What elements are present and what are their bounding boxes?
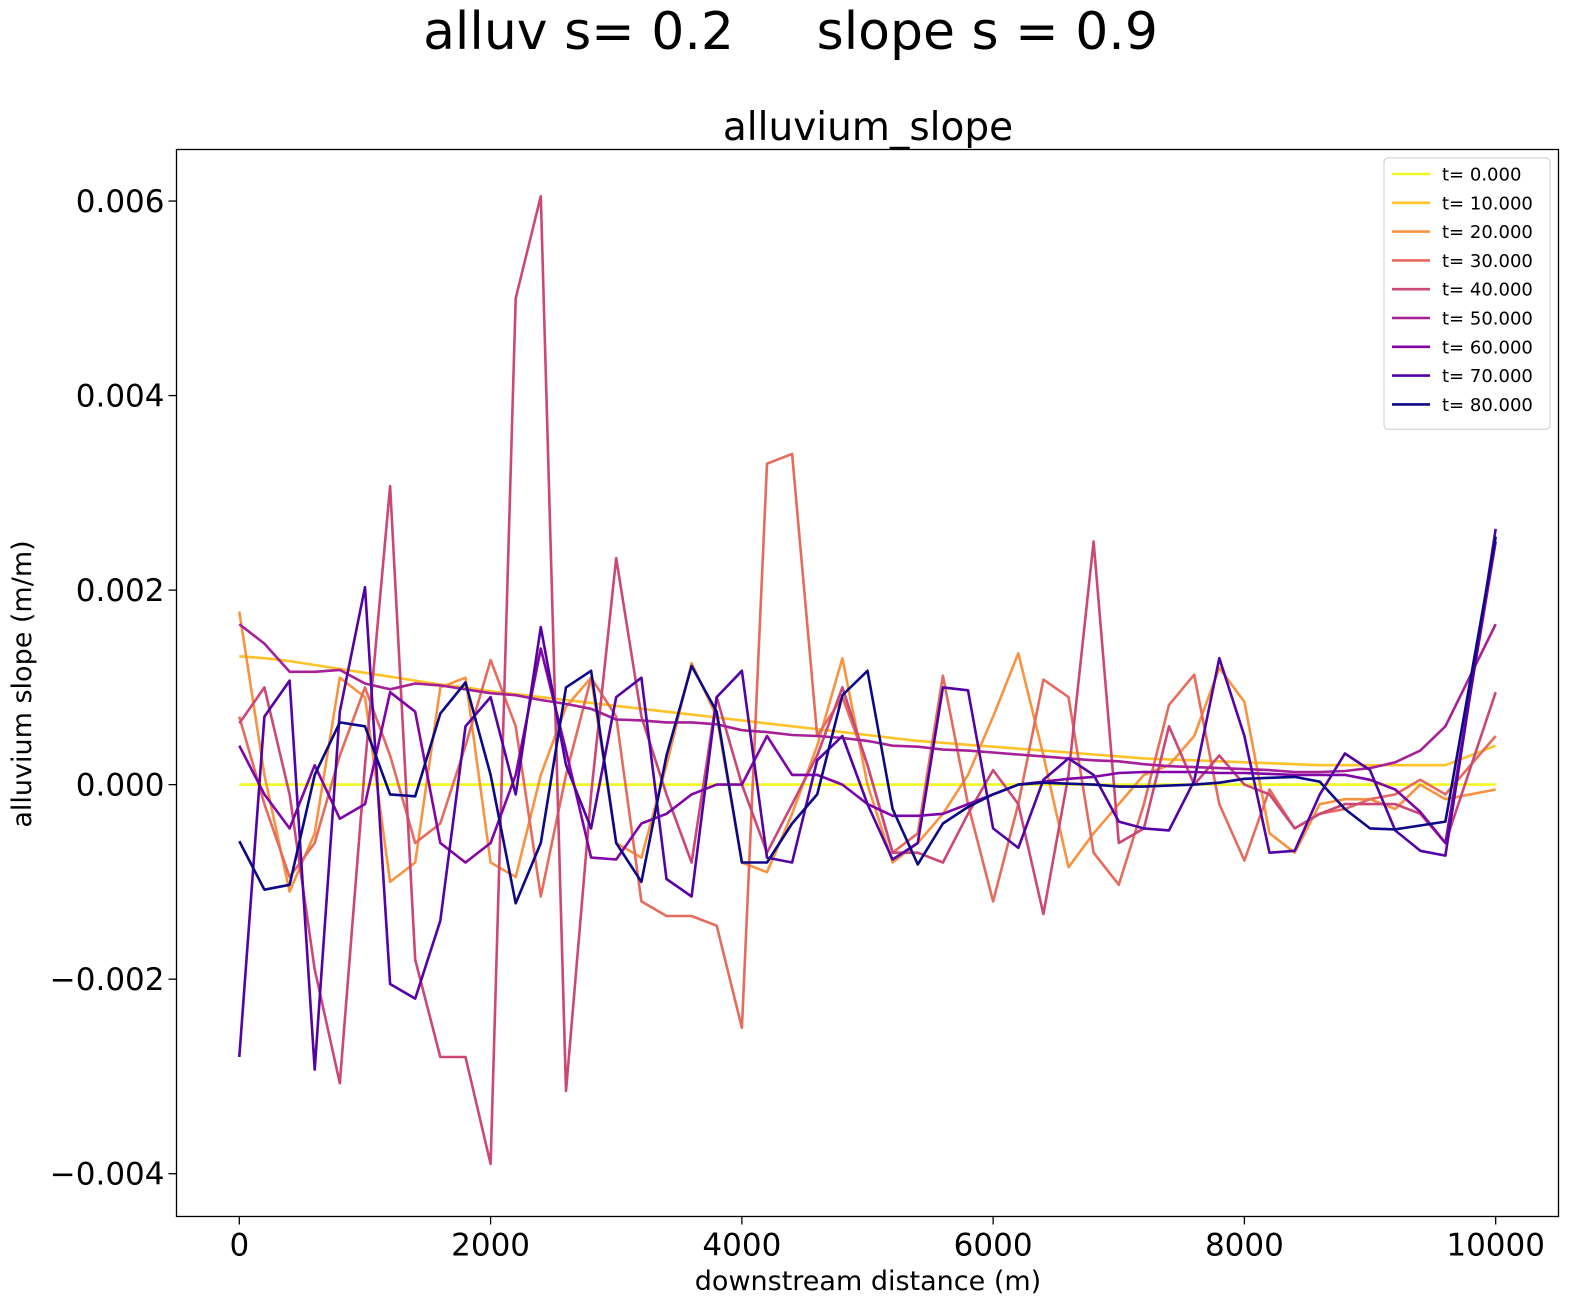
x-tick-label: 10000: [1446, 1228, 1545, 1264]
legend-label: t= 10.000: [1442, 193, 1533, 214]
plot-frame: [175, 148, 1560, 1218]
series-line-7: [238, 528, 1497, 1071]
series-line-4: [238, 194, 1497, 1166]
series-lines: [238, 194, 1497, 1166]
plot-title: alluvium_slope: [723, 105, 1013, 150]
y-tick-label: 0.006: [76, 184, 165, 220]
legend-label: t= 0.000: [1442, 165, 1521, 186]
legend-label: t= 60.000: [1442, 337, 1533, 358]
x-tick-label: 2000: [451, 1228, 530, 1264]
series-line-6: [238, 541, 1497, 864]
y-tick-label: 0.002: [76, 573, 165, 609]
legend-box: [1383, 157, 1551, 430]
y-tick-label: −0.002: [50, 962, 165, 998]
x-tick-label: 8000: [1205, 1228, 1284, 1264]
y-tick-label: 0.000: [76, 768, 165, 804]
legend-label: t= 80.000: [1442, 395, 1533, 416]
series-line-8: [238, 536, 1497, 905]
figure-suptitle: alluv s= 0.2 slope s = 0.9: [423, 2, 1158, 62]
legend-label: t= 20.000: [1442, 222, 1533, 243]
legend-label: t= 50.000: [1442, 309, 1533, 330]
series-line-3: [238, 452, 1497, 1030]
y-axis: −0.004 −0.002 0.000 0.002 0.004 0.006: [50, 184, 177, 1193]
legend-label: t= 40.000: [1442, 280, 1533, 301]
x-axis-label: downstream distance (m): [695, 1266, 1041, 1297]
x-tick-label: 0: [229, 1228, 249, 1264]
x-tick-label: 6000: [954, 1228, 1033, 1264]
x-axis: 0 2000 4000 6000 8000 10000: [229, 1216, 1545, 1264]
y-tick-label: −0.004: [50, 1157, 165, 1193]
x-tick-label: 4000: [702, 1228, 781, 1264]
legend-label: t= 30.000: [1442, 251, 1533, 272]
legend-label: t= 70.000: [1442, 366, 1533, 387]
y-tick-label: 0.004: [76, 379, 165, 415]
y-axis-label: alluvium slope (m/m): [7, 540, 38, 827]
series-line-5: [238, 623, 1497, 774]
legend: t= 0.000 t= 10.000 t= 20.000 t= 30.000 t= 40…: [1383, 157, 1551, 430]
